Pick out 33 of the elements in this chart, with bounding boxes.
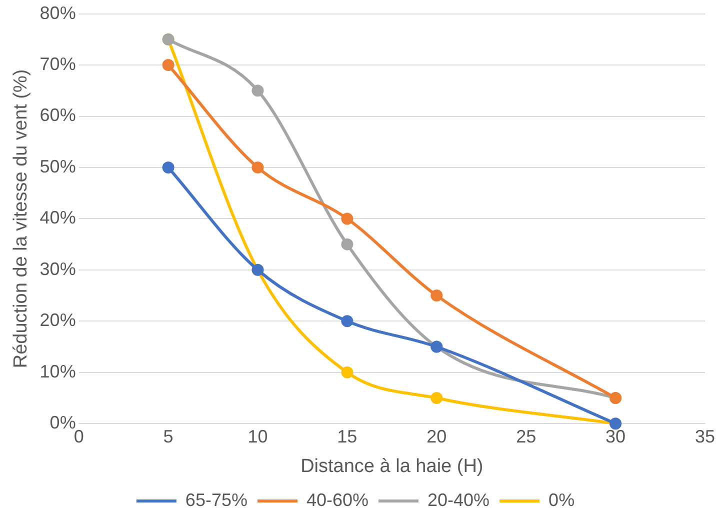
x-tick-label: 0 [74,426,84,446]
y-tick-label: 70% [40,54,76,74]
y-tick-label: 30% [40,258,76,279]
legend-label: 0% [548,490,575,510]
point [341,238,354,250]
point [341,315,354,328]
legend-label: 40-60% [306,490,369,510]
x-tick-label: 25 [516,426,536,446]
y-axis-title: Réduction de la vitesse du vent (%) [10,69,32,368]
y-tick-label: 10% [40,361,76,382]
y-tick-label: 20% [40,310,76,330]
point [252,161,264,174]
point [252,84,264,97]
legend-label: 20-40% [428,490,490,510]
x-tick-label: 30 [606,426,626,446]
point [162,161,174,174]
y-tick-label: 80% [40,2,76,23]
legend-label: 65-75% [185,490,248,510]
y-tick-label: 40% [40,208,76,228]
x-tick-label: 15 [337,426,358,446]
x-tick-label: 5 [163,426,174,446]
x-tick-label: 35 [694,426,716,446]
point [430,290,443,302]
x-tick-label: 10 [248,426,268,446]
x-tick-label: 20 [426,426,447,446]
point [341,366,354,378]
x-axis-title: Distance à la haie (H) [300,456,484,477]
y-tick-label: 50% [40,156,76,176]
point [341,212,354,225]
y-tick-label: 0% [50,412,76,433]
y-tick-label: 60% [40,105,76,126]
point [430,392,443,404]
point [162,59,174,72]
